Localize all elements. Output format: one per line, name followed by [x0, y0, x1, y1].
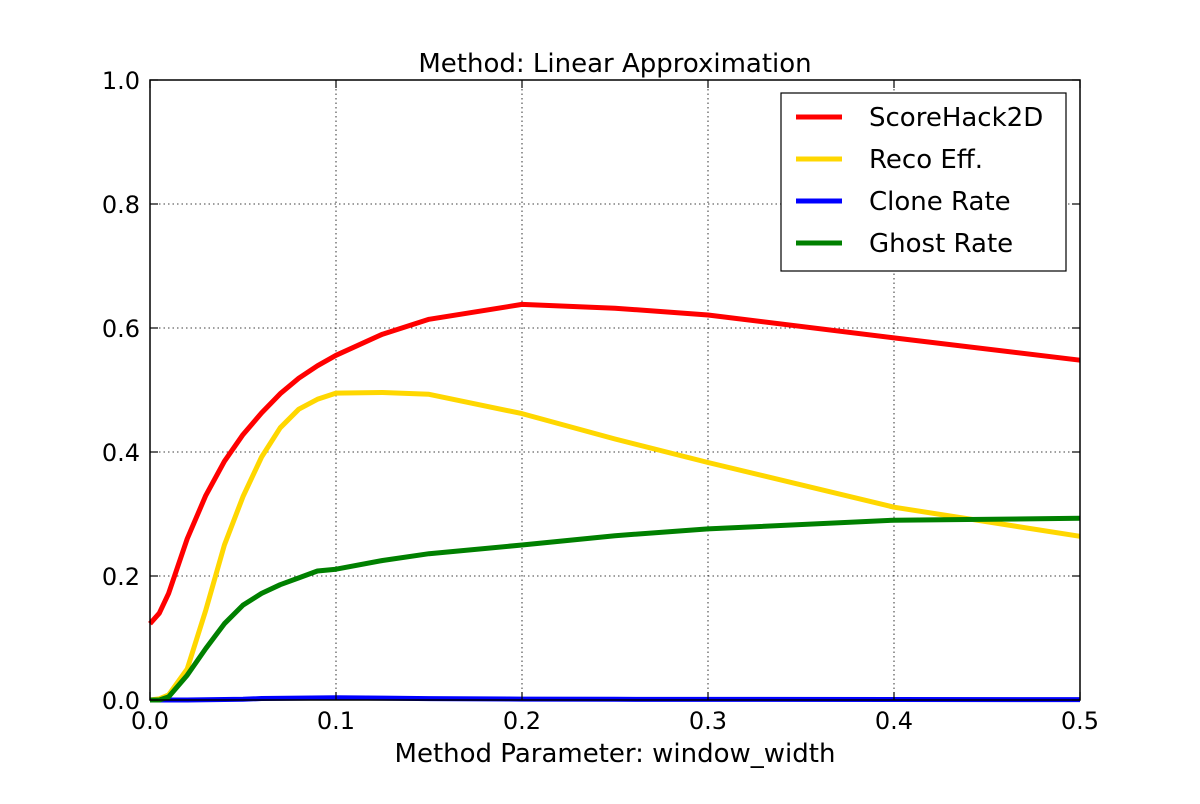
legend-label: Clone Rate: [869, 187, 1011, 217]
x-tick-label: 0.4: [875, 707, 913, 735]
legend-label: ScoreHack2D: [869, 103, 1043, 133]
axis-ticks: 0.0 0.1 0.2 0.3 0.4 0.5 0.0 0.2 0.4 0.6 0.8 1.0: [102, 67, 1099, 735]
y-tick-label: 0.6: [102, 315, 140, 343]
legend-label: Ghost Rate: [869, 229, 1013, 259]
x-tick-label: 0.0: [131, 707, 169, 735]
legend-label: Reco Eff.: [869, 145, 983, 175]
y-tick-label: 0.2: [102, 563, 140, 591]
series-line-reco-eff: [149, 390, 1081, 703]
x-tick-label: 0.1: [317, 707, 355, 735]
plot-frame: [149, 79, 1081, 701]
series-line-scorehack2d: [148, 301, 1081, 626]
y-tick-label: 1.0: [102, 67, 140, 95]
y-tick-label: 0.0: [102, 687, 140, 715]
chart-title: Method: Linear Approximation: [418, 49, 811, 79]
x-tick-label: 0.2: [503, 707, 541, 735]
series-line-ghost-rate: [150, 515, 1081, 703]
y-tick-label: 0.4: [102, 439, 140, 467]
x-tick-label: 0.5: [1061, 707, 1099, 735]
legend: ScoreHack2D Reco Eff. Clone Rate Ghost Rate: [780, 92, 1067, 272]
x-tick-label: 0.3: [689, 707, 727, 735]
y-tick-label: 0.8: [102, 191, 140, 219]
x-axis-title: Method Parameter: window_width: [395, 739, 836, 769]
